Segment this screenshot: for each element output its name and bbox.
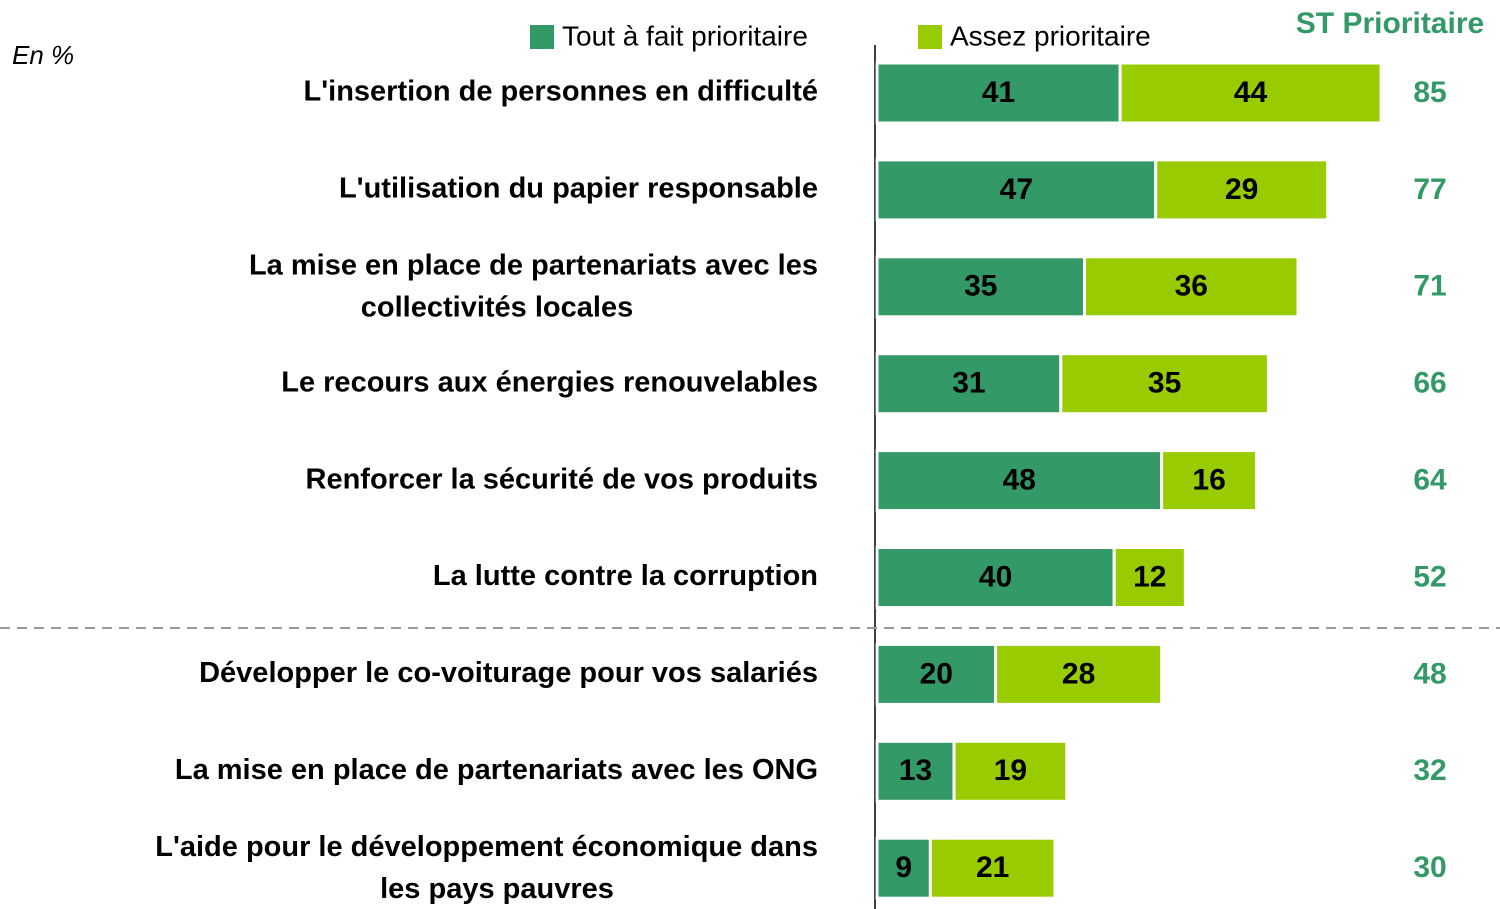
value-label: 36 <box>1175 270 1208 303</box>
bar-segment <box>875 739 956 803</box>
value-label: 35 <box>1148 367 1181 400</box>
legend-swatch <box>530 25 554 49</box>
bar-segment <box>1154 158 1330 222</box>
bar-segment <box>875 352 1063 416</box>
legend-label: Assez prioritaire <box>950 20 1151 51</box>
value-label: 40 <box>979 560 1012 593</box>
category-label: collectivités locales <box>361 291 633 323</box>
value-label: 48 <box>1003 464 1036 497</box>
bar-segment <box>1059 352 1270 416</box>
value-label: 41 <box>982 76 1015 109</box>
total-label: 77 <box>1413 173 1446 206</box>
value-label: 47 <box>1000 173 1033 206</box>
category-label: Développer le co-voiturage pour vos sala… <box>199 657 818 689</box>
bar-segment <box>875 255 1087 319</box>
legend-swatch <box>918 25 942 49</box>
category-label: La lutte contre la corruption <box>433 560 818 592</box>
value-label: 29 <box>1225 173 1258 206</box>
value-label: 35 <box>964 270 997 303</box>
value-label: 44 <box>1234 76 1268 109</box>
category-label: Renforcer la sécurité de vos produits <box>306 463 818 495</box>
total-label: 85 <box>1413 76 1446 109</box>
total-label: 66 <box>1413 367 1446 400</box>
category-label: Le recours aux énergies renouvelables <box>281 366 818 398</box>
bar-segment <box>875 546 1116 609</box>
category-label: L'insertion de personnes en difficulté <box>304 76 818 108</box>
bar-segment <box>928 836 1057 900</box>
category-label: La mise en place de partenariats avec le… <box>175 754 818 786</box>
category-label: L'utilisation du papier responsable <box>339 173 818 205</box>
value-label: 31 <box>952 367 985 400</box>
total-label: 48 <box>1413 657 1446 690</box>
value-label: 12 <box>1133 560 1166 593</box>
bar-segment <box>1160 449 1259 513</box>
total-label: 64 <box>1413 464 1447 497</box>
bar-segment <box>1083 255 1300 319</box>
total-label: 52 <box>1413 560 1446 593</box>
unit-label: En % <box>12 40 74 70</box>
value-label: 13 <box>899 754 932 787</box>
value-label: 9 <box>895 851 912 884</box>
bar-segment <box>875 449 1164 513</box>
value-label: 16 <box>1192 464 1225 497</box>
total-label: 71 <box>1413 270 1446 303</box>
totals-header: ST Prioritaire <box>1296 7 1484 40</box>
bar-segment <box>875 642 998 706</box>
total-label: 30 <box>1413 851 1446 884</box>
category-label: L'aide pour le développement économique … <box>155 831 818 863</box>
value-label: 28 <box>1062 657 1095 690</box>
category-label: les pays pauvres <box>380 873 614 905</box>
bar-segment <box>1112 546 1187 609</box>
value-label: 21 <box>976 851 1009 884</box>
category-label: La mise en place de partenariats avec le… <box>249 249 818 281</box>
legend-label: Tout à fait prioritaire <box>562 20 808 51</box>
total-label: 32 <box>1413 754 1446 787</box>
bar-segment <box>994 642 1164 706</box>
bar-segment <box>952 739 1069 803</box>
value-label: 19 <box>994 754 1027 787</box>
value-label: 20 <box>920 657 953 690</box>
bar-segment <box>1118 61 1383 125</box>
